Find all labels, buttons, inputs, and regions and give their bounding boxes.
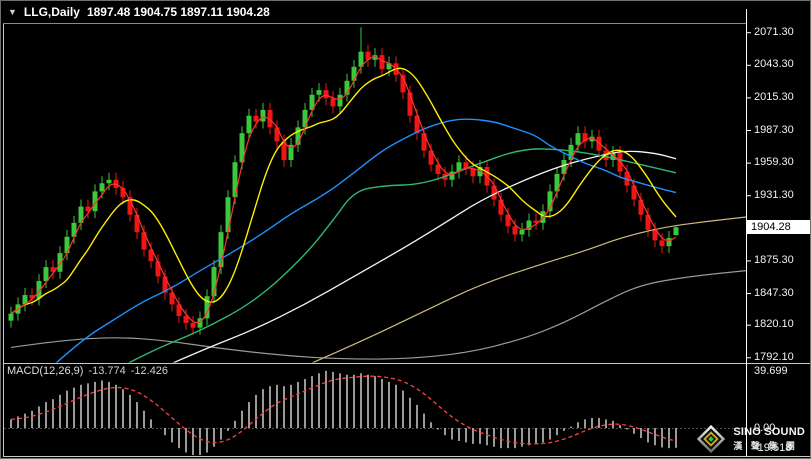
ma-green <box>127 148 677 363</box>
ma-medium-yellow <box>10 67 677 315</box>
price-tick-label: 1931.30 <box>754 188 794 201</box>
symbol-dropdown-icon[interactable]: ▼ <box>8 7 17 17</box>
macd-tick-label: 39.699 <box>754 364 788 377</box>
price-tick-label: 1875.30 <box>754 253 794 266</box>
price-tick-label: 1792.10 <box>754 350 794 363</box>
current-price-label: 1904.28 <box>747 220 810 235</box>
price-tick-label: 2071.30 <box>754 25 794 38</box>
trendline-tan <box>311 216 746 363</box>
macd-tick-label: -19.518 <box>754 442 792 454</box>
macd-main-value: -13.774 <box>88 365 126 377</box>
price-tick-label: 1820.10 <box>754 318 794 331</box>
macd-signal-value: -12.426 <box>130 365 169 377</box>
ma-fast-red <box>10 56 677 324</box>
macd-pane <box>4 370 746 455</box>
price-tick-label: 1847.30 <box>754 286 794 299</box>
ma-blue <box>55 118 677 363</box>
symbol-label: LLG,Daily <box>23 5 80 19</box>
watermark-text: SINO SOUND 漢 聲 集 團 <box>733 426 805 452</box>
ma-silver <box>10 269 746 360</box>
sino-sound-logo-icon <box>696 424 726 454</box>
price-tick-label: 1959.30 <box>754 156 794 169</box>
brand-name-chinese: 漢 聲 集 團 <box>733 441 798 451</box>
broker-watermark: SINO SOUND 漢 聲 集 團 <box>696 424 805 454</box>
macd-name: MACD(12,26,9) <box>7 365 84 377</box>
brand-name: SINO SOUND <box>733 426 805 438</box>
macd-indicator-label: MACD(12,26,9) -13.774 -12.426 <box>7 365 168 377</box>
price-pane <box>8 27 746 363</box>
ohlc-values: 1897.48 1904.75 1897.11 1904.28 <box>86 5 270 19</box>
ma-white <box>172 150 677 363</box>
price-tick-label: 1987.30 <box>754 123 794 136</box>
chart-title: ▼ LLG,Daily 1897.48 1904.75 1897.11 1904… <box>8 5 270 19</box>
macd-tick-label: 0.00 <box>754 422 776 434</box>
price-tick-label: 2043.30 <box>754 58 794 71</box>
price-tick-label: 2015.30 <box>754 90 794 103</box>
